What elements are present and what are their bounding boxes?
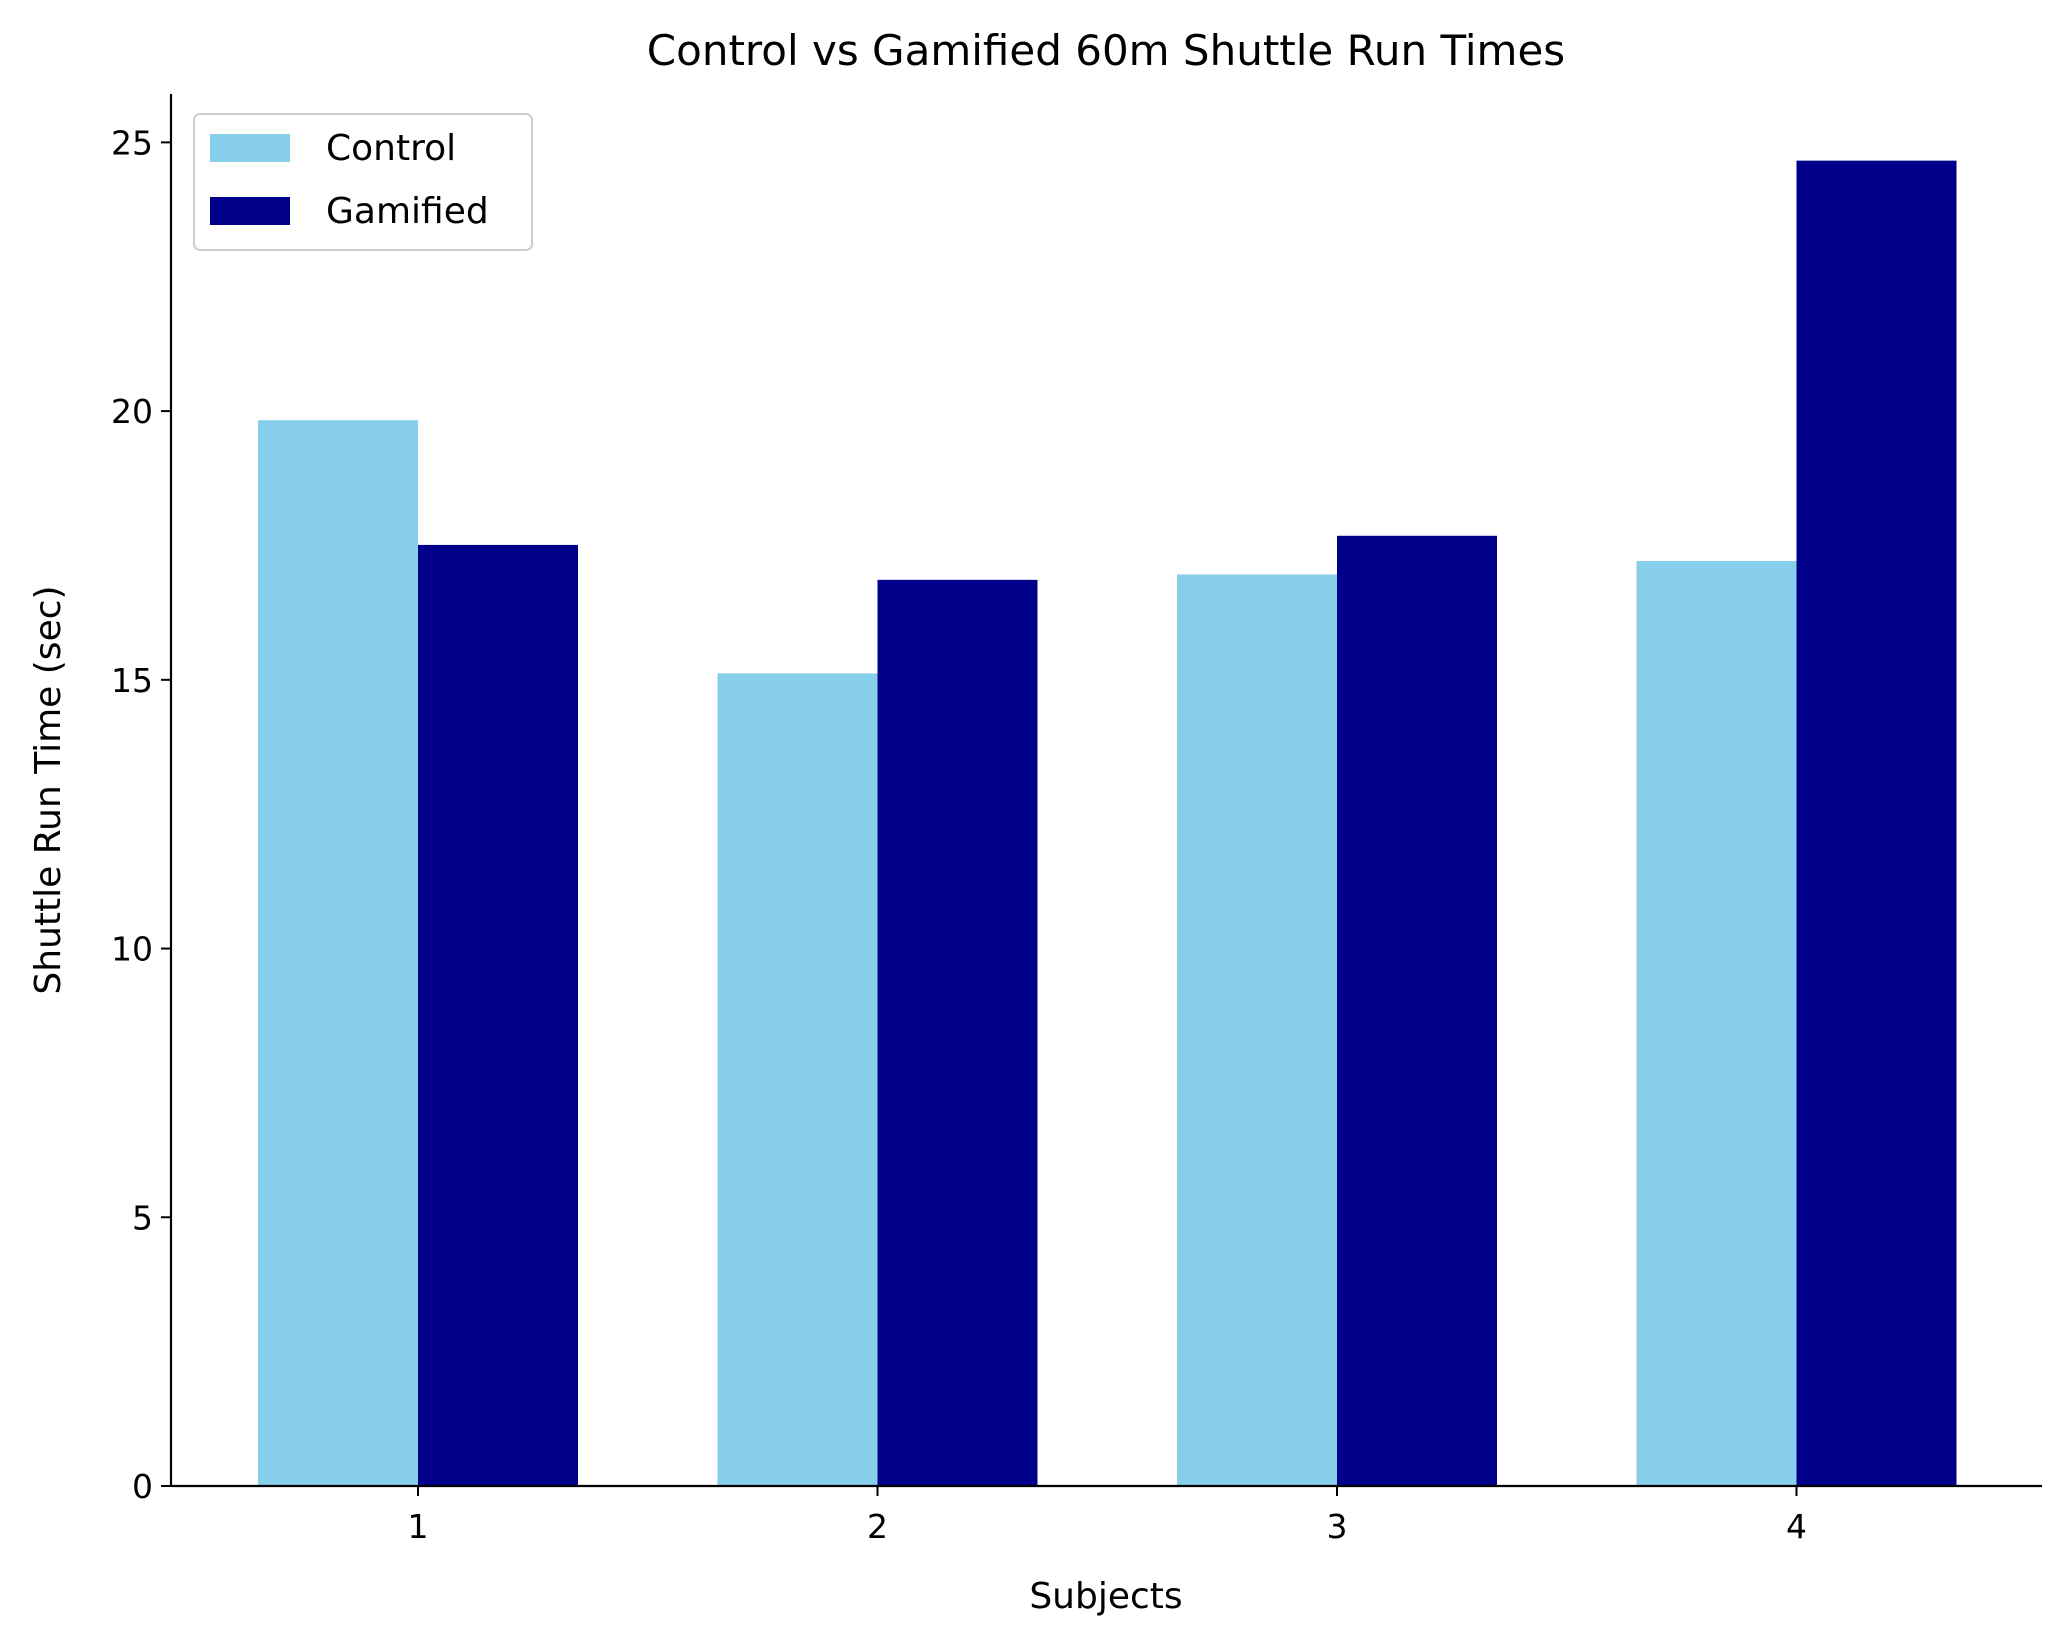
x-axis-label: Subjects <box>1029 1576 1182 1617</box>
legend: Control Gamified <box>193 113 533 251</box>
legend-swatch-gamified <box>210 197 290 225</box>
x-tick-label: 2 <box>867 1507 888 1546</box>
x-axis-ticks: 1 2 3 4 <box>408 1486 1807 1546</box>
bar-control-1 <box>258 420 418 1487</box>
bar-control-3 <box>1177 574 1337 1486</box>
bar-control-4 <box>1636 561 1797 1486</box>
y-axis-ticks: 0 5 10 15 20 25 <box>111 123 171 1506</box>
bar-gamified-2 <box>877 579 1038 1486</box>
x-tick-label: 4 <box>1786 1507 1807 1546</box>
bars-group <box>258 160 1957 1487</box>
x-tick-label: 3 <box>1327 1507 1348 1546</box>
y-tick-label: 20 <box>111 392 153 431</box>
y-tick-label: 0 <box>132 1467 153 1506</box>
legend-label-gamified: Gamified <box>326 191 489 232</box>
y-axis-label: Shuttle Run Time (sec) <box>28 585 69 994</box>
y-tick-label: 5 <box>132 1198 153 1237</box>
legend-label-control: Control <box>326 128 456 169</box>
y-tick-label: 25 <box>111 123 153 162</box>
chart-title: Control vs Gamified 60m Shuttle Run Time… <box>647 26 1565 75</box>
y-tick-label: 15 <box>111 661 153 700</box>
bar-gamified-4 <box>1796 160 1957 1486</box>
y-tick-label: 10 <box>111 930 153 969</box>
bar-gamified-3 <box>1337 535 1497 1486</box>
bar-control-2 <box>717 673 878 1486</box>
legend-swatch-control <box>210 134 290 162</box>
x-tick-label: 1 <box>408 1507 429 1546</box>
bar-gamified-1 <box>418 544 578 1486</box>
